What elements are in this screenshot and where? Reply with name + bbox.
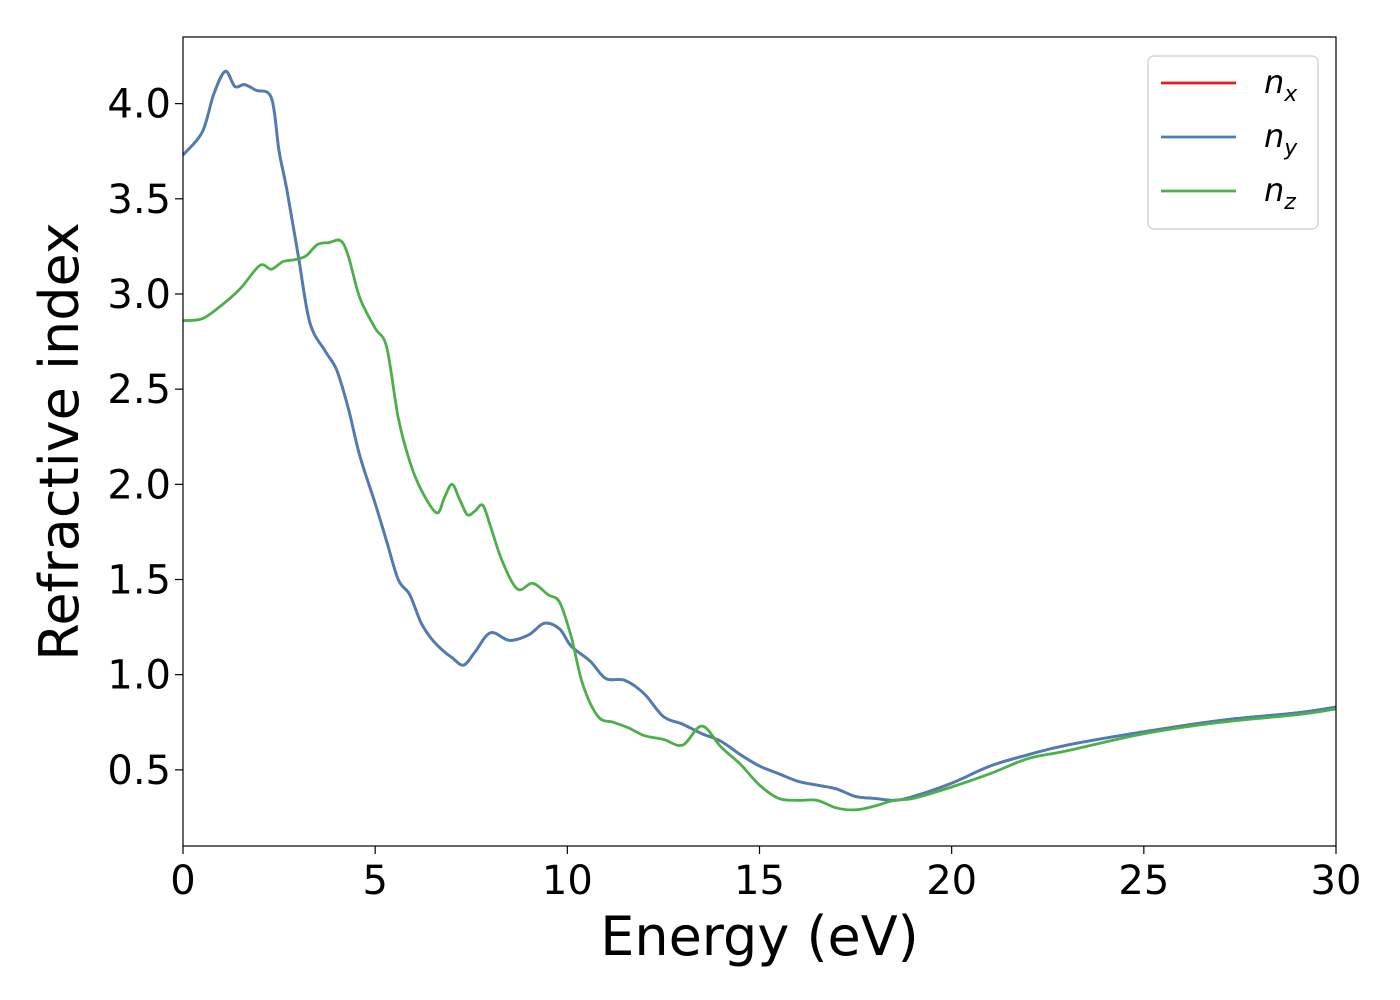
- x-tick-label: 20: [926, 858, 977, 904]
- x-axis-ticks: 0 5 10 15 20 25 30: [170, 846, 1361, 904]
- legend-box: [1147, 55, 1319, 230]
- x-tick-label: 5: [362, 858, 387, 904]
- y-axis-label: Refractive index: [28, 222, 91, 661]
- legend: nx ny nz: [1147, 55, 1319, 230]
- legend-label-ny: ny: [1264, 117, 1298, 161]
- series-line-nz: [183, 238, 1336, 812]
- legend-label-nz: nz: [1264, 171, 1296, 215]
- x-tick-label: 30: [1311, 858, 1362, 904]
- y-tick-label: 1.5: [107, 558, 171, 604]
- y-tick-label: 1.0: [107, 653, 171, 699]
- x-tick-label: 0: [170, 858, 195, 904]
- y-tick-label: 4.0: [107, 82, 171, 128]
- series-layer: [183, 69, 1336, 812]
- x-tick-label: 25: [1118, 858, 1169, 904]
- y-tick-label: 3.5: [107, 177, 171, 223]
- x-tick-label: 15: [734, 858, 785, 904]
- y-axis-ticks: 0.5 1.0 1.5 2.0 2.5 3.0 3.5 4.0: [107, 82, 183, 794]
- y-tick-label: 3.0: [107, 272, 171, 318]
- x-axis-label: Energy (eV): [600, 905, 919, 968]
- y-tick-label: 0.5: [107, 748, 171, 794]
- y-tick-label: 2.0: [107, 462, 171, 508]
- y-tick-label: 2.5: [107, 367, 171, 413]
- x-tick-label: 10: [542, 858, 593, 904]
- legend-label-nx: nx: [1264, 63, 1298, 107]
